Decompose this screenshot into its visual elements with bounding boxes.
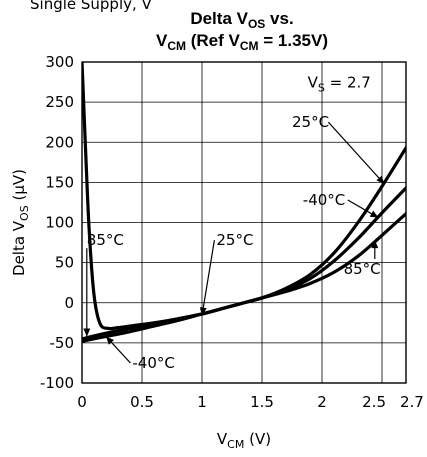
x-tick-label: 0.5 (130, 393, 154, 411)
x-tick-label: 2.5 (362, 393, 386, 411)
y-tick-label: 100 (45, 214, 74, 232)
annotation-label: -40°C (303, 191, 345, 209)
x-tick-label: 2.7 (400, 393, 424, 411)
y-tick-label: -50 (50, 334, 75, 352)
x-tick-label: 1.5 (250, 393, 274, 411)
annotation-leader (201, 240, 215, 316)
chart-title-line1: Delta VOS vs. (190, 9, 293, 31)
y-tick-label: 150 (45, 173, 74, 191)
annotation-label: 25°C (216, 231, 253, 249)
annotation-leader (327, 121, 385, 185)
y-tick-label: 0 (64, 294, 74, 312)
annotation-layer: 85°C 25°C 25°C -40°C 85°C -40°C (83, 113, 385, 372)
header-fragment: Single Supply, V (30, 0, 153, 13)
annotation-label: 85°C (87, 231, 124, 249)
y-tick-label: 300 (45, 53, 74, 71)
y-axis-label: Delta VOS (µV) (10, 169, 31, 276)
chart-title-line2: VCM (Ref VCM = 1.35V) (156, 31, 328, 53)
y-tick-label: 200 (45, 133, 74, 151)
annotation-label: 25°C (292, 113, 329, 131)
series-layer (82, 62, 406, 343)
x-tick-label: 2 (317, 393, 327, 411)
annotation-arrowhead (199, 307, 207, 316)
supply-voltage-label: VS = 2.7 (308, 74, 371, 95)
y-tick-label: 50 (55, 254, 74, 272)
x-tick-label: 1 (197, 393, 207, 411)
annotation-arrowhead (376, 175, 385, 184)
plot-frame (81, 61, 407, 384)
x-axis-label: VCM (V) (217, 430, 271, 451)
y-tick-labels: -100 -50 0 50 100 150 200 250 300 (40, 53, 74, 392)
y-tick-label: 250 (45, 93, 74, 111)
annotation-arrowhead (371, 240, 379, 249)
annotation-label: 85°C (344, 260, 381, 278)
x-tick-label: 0 (77, 393, 87, 411)
series-line-85c (82, 62, 406, 331)
grid (82, 62, 406, 383)
annotation-arrowhead (369, 210, 379, 218)
y-tick-label: -100 (40, 374, 74, 392)
annotation-label: -40°C (132, 354, 174, 372)
annotation-arrowhead (106, 336, 114, 345)
x-tick-labels: 0 0.5 1 1.5 2 2.5 2.7 (77, 393, 424, 411)
annotation-arrowhead (83, 328, 91, 337)
